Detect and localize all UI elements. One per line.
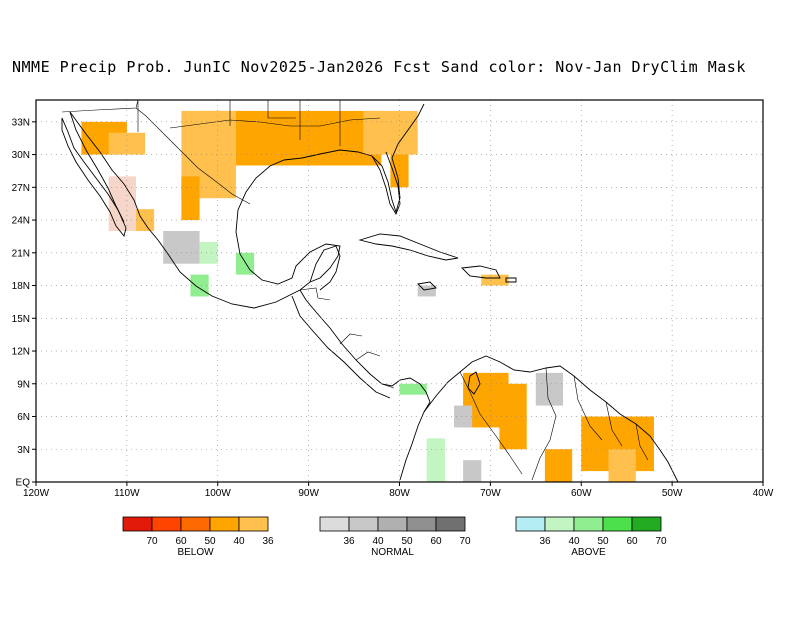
legend-swatch bbox=[631, 516, 662, 532]
legend-swatch bbox=[238, 516, 269, 532]
legend-label: 70 bbox=[459, 536, 471, 547]
lat-label: 24N bbox=[12, 216, 30, 227]
lon-label: 70W bbox=[480, 488, 501, 499]
legend-label: 50 bbox=[204, 536, 216, 547]
legend-label: 70 bbox=[146, 536, 158, 547]
legend-label: 40 bbox=[233, 536, 245, 547]
legend-swatch bbox=[377, 516, 408, 532]
lon-label: 120W bbox=[23, 488, 50, 499]
legend-above: 36 40 50 60 70 ABOVE bbox=[515, 516, 667, 558]
legend-label: 40 bbox=[568, 536, 580, 547]
legend-category-name: BELOW bbox=[177, 547, 214, 558]
lon-label: 110W bbox=[114, 488, 140, 499]
legend-label: 36 bbox=[343, 536, 355, 547]
longitude-labels: 120W 110W 100W 90W 80W 70W 60W 50W 40W bbox=[23, 488, 774, 499]
legend-label: 36 bbox=[539, 536, 551, 547]
prob-cell-region bbox=[163, 230, 200, 264]
legend-label: 60 bbox=[626, 536, 638, 547]
legend-swatch bbox=[544, 516, 575, 532]
prob-cell-region bbox=[108, 132, 146, 155]
prob-cell-region bbox=[608, 449, 636, 482]
legend-swatch bbox=[348, 516, 379, 532]
lat-lon-grid bbox=[36, 100, 763, 482]
legend-normal: 36 40 50 60 70 NORMAL bbox=[319, 516, 471, 558]
lon-label: 80W bbox=[389, 488, 410, 499]
lat-label: 33N bbox=[12, 117, 30, 128]
prob-cell-region bbox=[463, 460, 482, 482]
legend-swatch bbox=[573, 516, 604, 532]
legend-label: 40 bbox=[372, 536, 384, 547]
legend-label: 36 bbox=[262, 536, 274, 547]
lat-label: EQ bbox=[16, 478, 31, 489]
lon-label: 40W bbox=[753, 488, 774, 499]
lat-label: 6N bbox=[17, 412, 30, 423]
prob-cell-region bbox=[535, 372, 564, 406]
lon-label: 100W bbox=[205, 488, 232, 499]
prob-cell-region bbox=[544, 449, 573, 482]
legend-swatch bbox=[122, 516, 153, 532]
legend-swatch bbox=[515, 516, 546, 532]
prob-cell-region bbox=[399, 383, 427, 395]
lat-label: 21N bbox=[12, 248, 30, 259]
lat-label: 12N bbox=[12, 347, 30, 358]
lat-label: 18N bbox=[12, 281, 30, 292]
legend-label: 60 bbox=[430, 536, 442, 547]
prob-cell-region bbox=[135, 209, 155, 231]
legend-label: 50 bbox=[401, 536, 413, 547]
legend-swatch bbox=[602, 516, 633, 532]
legend-swatch bbox=[180, 516, 211, 532]
lat-label: 15N bbox=[12, 314, 30, 325]
legend-swatch bbox=[209, 516, 240, 532]
prob-cell-region bbox=[499, 383, 527, 450]
prob-cell-region bbox=[426, 438, 445, 482]
legend-swatch bbox=[151, 516, 182, 532]
legend-label: 70 bbox=[655, 536, 667, 547]
prob-cell-region bbox=[190, 274, 209, 297]
prob-cell-region bbox=[454, 405, 473, 428]
legend-below: 70 60 50 40 36 BELOW bbox=[122, 516, 274, 558]
prob-cell-region bbox=[363, 110, 418, 155]
prob-cell-region bbox=[108, 176, 136, 231]
prob-cell-region bbox=[481, 274, 509, 286]
latitude-labels: EQ 3N 6N 9N 12N 15N 18N 21N 24N 27N 30N 33N bbox=[12, 117, 31, 488]
lat-label: 3N bbox=[17, 445, 30, 456]
lat-label: 27N bbox=[12, 183, 30, 194]
legend-category-name: ABOVE bbox=[571, 547, 606, 558]
country-borders bbox=[61, 99, 649, 481]
legend-swatch bbox=[319, 516, 350, 532]
map-title: NMME Precip Prob. JunIC Nov2025-Jan2026 … bbox=[12, 58, 746, 76]
lon-label: 60W bbox=[571, 488, 592, 499]
prob-cell-region bbox=[417, 285, 436, 297]
prob-cell-region bbox=[199, 241, 218, 264]
lat-label: 30N bbox=[12, 150, 30, 161]
legend-category-name: NORMAL bbox=[371, 547, 414, 558]
legend-label: 60 bbox=[175, 536, 187, 547]
legend-swatch bbox=[435, 516, 466, 532]
legend-label: 50 bbox=[597, 536, 609, 547]
lon-label: 90W bbox=[298, 488, 319, 499]
lon-label: 50W bbox=[662, 488, 683, 499]
lat-label: 9N bbox=[17, 379, 30, 390]
axis-ticks bbox=[32, 121, 764, 486]
probability-cells bbox=[81, 110, 654, 482]
legend-swatch bbox=[406, 516, 437, 532]
prob-cell-region bbox=[181, 176, 200, 221]
